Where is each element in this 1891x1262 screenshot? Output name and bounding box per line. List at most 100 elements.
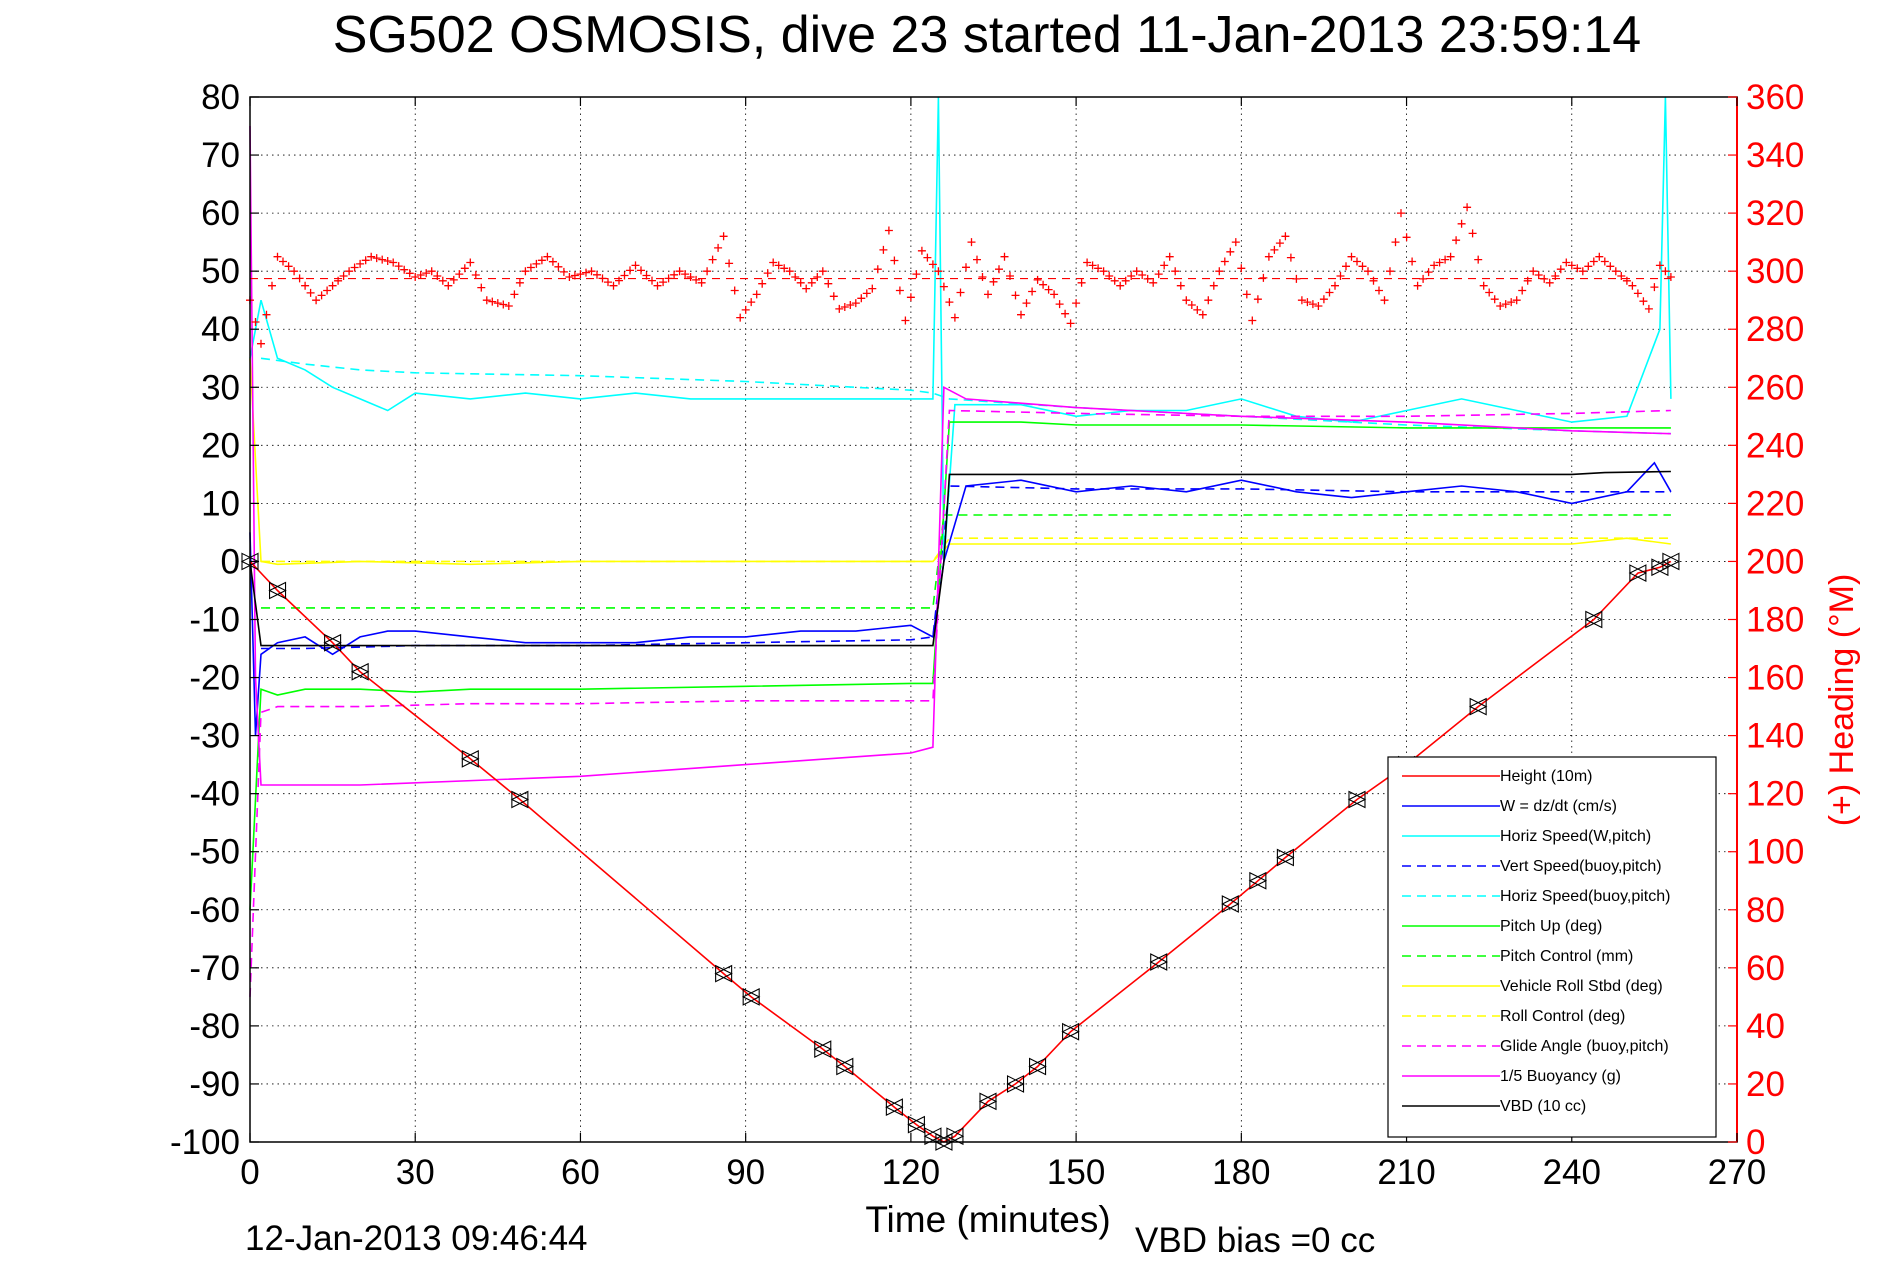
series-line-4 [260, 357, 1671, 435]
heading-point [510, 290, 519, 299]
legend-label: VBD (10 cc) [1500, 1098, 1586, 1115]
y-axis-right: 3603403203002802602402202001801601401201… [1728, 78, 1804, 1162]
heading-point [1479, 281, 1488, 290]
heading-point [802, 284, 811, 293]
y-right-tick-label: 180 [1746, 601, 1804, 640]
heading-point [317, 291, 326, 300]
heading-point [1297, 296, 1306, 305]
y-right-tick-label: 340 [1746, 136, 1804, 175]
heading-point [890, 256, 899, 265]
position-marker [1006, 1075, 1025, 1093]
heading-point [609, 281, 618, 290]
heading-point [1595, 252, 1604, 261]
heading-point [1446, 252, 1455, 261]
legend-label: Pitch Control (mm) [1500, 948, 1633, 965]
heading-point [725, 259, 734, 268]
y-tick-label: 30 [201, 368, 240, 407]
x-tick-label: 210 [1377, 1153, 1435, 1192]
heading-point [1165, 252, 1174, 261]
heading-point [796, 278, 805, 287]
heading-point [477, 283, 486, 292]
heading-point [615, 276, 623, 285]
heading-point [1215, 267, 1224, 276]
heading-point [1171, 267, 1180, 276]
heading-point [956, 288, 965, 297]
heading-point [995, 265, 1003, 274]
position-marker [945, 1127, 965, 1146]
legend-label: Pitch Up (deg) [1500, 918, 1602, 935]
heading-point [829, 292, 838, 301]
y-right-tick-label: 200 [1746, 542, 1804, 581]
y-right-tick-label: 280 [1746, 310, 1804, 349]
heading-point [284, 262, 293, 271]
heading-point [906, 293, 915, 302]
heading-point [345, 267, 354, 276]
position-marker [1061, 1022, 1080, 1041]
x-tick-label: 270 [1708, 1153, 1766, 1192]
heading-point [422, 269, 431, 278]
position-marker [1347, 790, 1367, 809]
heading-point [251, 318, 260, 326]
heading-point [835, 304, 844, 313]
grid [250, 97, 1737, 1142]
position-marker [813, 1040, 832, 1058]
heading-point [1490, 295, 1499, 304]
heading-point [438, 276, 447, 285]
heading-point [950, 313, 959, 322]
heading-point [648, 276, 656, 285]
heading-point [1419, 274, 1428, 283]
heading-point [626, 266, 634, 275]
heading-point [1209, 281, 1218, 290]
heading-point [1644, 304, 1653, 313]
heading-point [747, 298, 756, 307]
heading-point [818, 267, 827, 276]
y-right-tick-label: 260 [1746, 368, 1804, 407]
heading-point [785, 267, 794, 276]
heading-point [1589, 257, 1598, 266]
heading-point [1512, 296, 1521, 305]
heading-point [1259, 273, 1268, 282]
heading-point [1386, 267, 1394, 276]
heading-point [928, 260, 937, 269]
series-line-6 [261, 514, 1671, 609]
heading-point [427, 267, 436, 276]
position-marker [268, 581, 287, 600]
x-axis-label: Time (minutes) [865, 1199, 1110, 1240]
heading-point [1248, 316, 1257, 325]
position-marker [1628, 564, 1648, 582]
y-axis-right-label: (+) Heading (°M) [1823, 574, 1861, 827]
x-tick-label: 30 [396, 1153, 435, 1192]
heading-point [306, 288, 315, 297]
footer-vbd-bias: VBD bias =0 cc [1135, 1221, 1375, 1260]
heading-point [1336, 272, 1345, 280]
y-right-tick-label: 100 [1746, 833, 1804, 872]
heading-point [763, 269, 772, 278]
x-tick-label: 240 [1543, 1153, 1601, 1192]
heading-point [758, 279, 767, 288]
heading-point [548, 257, 557, 266]
heading-point [1397, 209, 1405, 218]
heading-point [912, 270, 921, 279]
heading-point [1628, 281, 1637, 290]
heading-point [1457, 219, 1466, 228]
y-right-tick-label: 80 [1746, 891, 1785, 930]
heading-point [1275, 239, 1284, 248]
heading-point [290, 267, 299, 276]
heading-point [1534, 271, 1543, 279]
heading-point [1474, 255, 1483, 264]
y-tick-label: 70 [201, 136, 240, 175]
heading-point [312, 296, 321, 305]
position-marker [1276, 848, 1295, 867]
chart-title: SG502 OSMOSIS, dive 23 started 11-Jan-20… [333, 6, 1641, 64]
y-right-tick-label: 160 [1746, 659, 1804, 698]
heading-point [840, 303, 849, 311]
heading-point [268, 281, 276, 290]
heading-point [681, 270, 690, 279]
y-tick-label: 40 [201, 310, 240, 349]
x-axis: 0 30 60 90 120 150 180 210 240 270 [240, 97, 1766, 1192]
heading-point [411, 273, 420, 281]
heading-point [593, 270, 601, 279]
heading-point [962, 263, 970, 272]
heading-point [1402, 233, 1411, 242]
heading-point [659, 278, 668, 287]
